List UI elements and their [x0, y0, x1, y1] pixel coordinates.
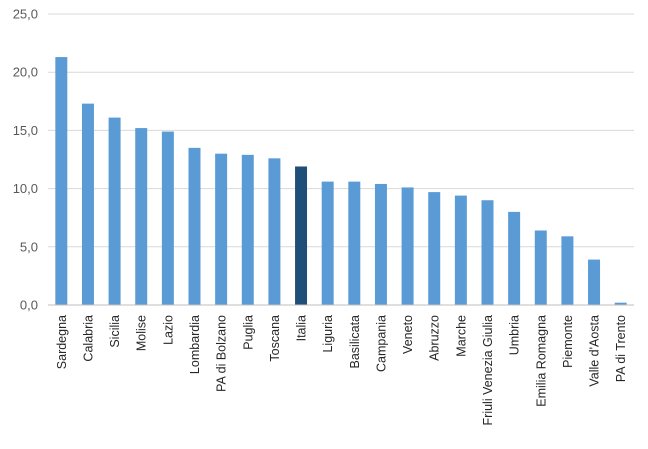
x-category-label: Abruzzo — [428, 315, 442, 361]
x-category-label: Emilia Romagna — [534, 315, 548, 407]
bar — [348, 181, 361, 305]
y-tick-label: 0,0 — [20, 298, 38, 313]
bar — [428, 192, 441, 305]
bar — [268, 158, 281, 305]
bar — [534, 230, 547, 305]
bar — [508, 211, 521, 305]
y-axis-ticks: 0,0 5,0 10,0 15,0 20,0 25,0 — [13, 7, 38, 313]
x-category-label: Campania — [374, 315, 388, 372]
bar — [241, 154, 254, 305]
bar — [81, 103, 94, 306]
bar — [481, 200, 494, 305]
x-category-label: Umbria — [508, 315, 522, 355]
bar — [561, 236, 574, 305]
bar — [295, 166, 308, 305]
x-category-label: Valle d'Aosta — [588, 315, 602, 387]
y-tick-label: 10,0 — [13, 181, 38, 196]
x-category-label: Sicilia — [108, 315, 122, 348]
bar — [161, 131, 174, 305]
bar — [55, 57, 68, 306]
x-category-label: Liguria — [321, 315, 335, 353]
x-category-label: PA di Bolzano — [215, 315, 229, 392]
x-axis-labels: Sardegna Calabria Sicilia Molise Lazio Lombar… — [55, 315, 628, 426]
x-category-label: Sardegna — [55, 315, 69, 369]
bar — [135, 128, 148, 305]
x-category-label: Lombardia — [188, 315, 202, 374]
bar — [588, 259, 601, 305]
bar — [108, 117, 121, 305]
x-category-label: Molise — [135, 315, 149, 351]
x-category-label: Calabria — [81, 315, 95, 362]
y-tick-label: 5,0 — [20, 239, 38, 254]
bar — [374, 183, 387, 305]
x-category-label: Marche — [454, 315, 468, 357]
x-category-label: Piemonte — [561, 315, 575, 368]
bar — [321, 181, 334, 305]
y-tick-label: 15,0 — [13, 123, 38, 138]
y-tick-label: 20,0 — [13, 65, 38, 80]
bar — [401, 187, 414, 305]
x-category-label: Italia — [295, 315, 309, 341]
bar — [215, 153, 228, 305]
x-category-label: Puglia — [241, 315, 255, 350]
bar — [188, 147, 201, 305]
x-category-label: Veneto — [401, 315, 415, 354]
y-tick-label: 25,0 — [13, 7, 38, 22]
x-category-label: Lazio — [161, 315, 175, 345]
x-category-label: Basilicata — [348, 315, 362, 369]
x-category-label: PA di Trento — [614, 315, 628, 382]
bar — [454, 195, 467, 305]
x-category-label: Friuli Venezia Giulia — [481, 315, 495, 426]
bars — [55, 57, 627, 306]
x-category-label: Toscana — [268, 315, 282, 362]
bar — [614, 302, 627, 305]
